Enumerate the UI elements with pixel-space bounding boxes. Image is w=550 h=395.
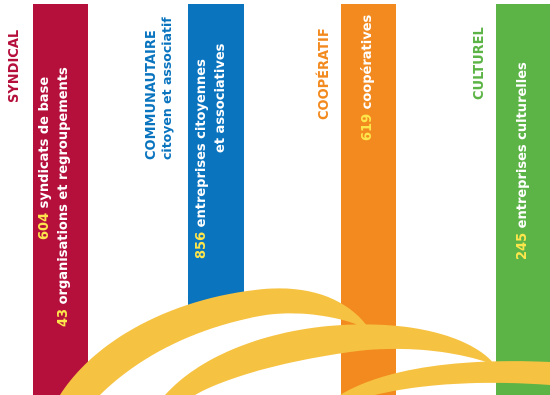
arc-bottom [340, 361, 550, 395]
syndical-bar [33, 4, 88, 395]
arc-middle [165, 324, 495, 395]
arc-top [60, 288, 370, 395]
communautaire-bar [188, 4, 244, 314]
culturel-bar [496, 4, 550, 395]
